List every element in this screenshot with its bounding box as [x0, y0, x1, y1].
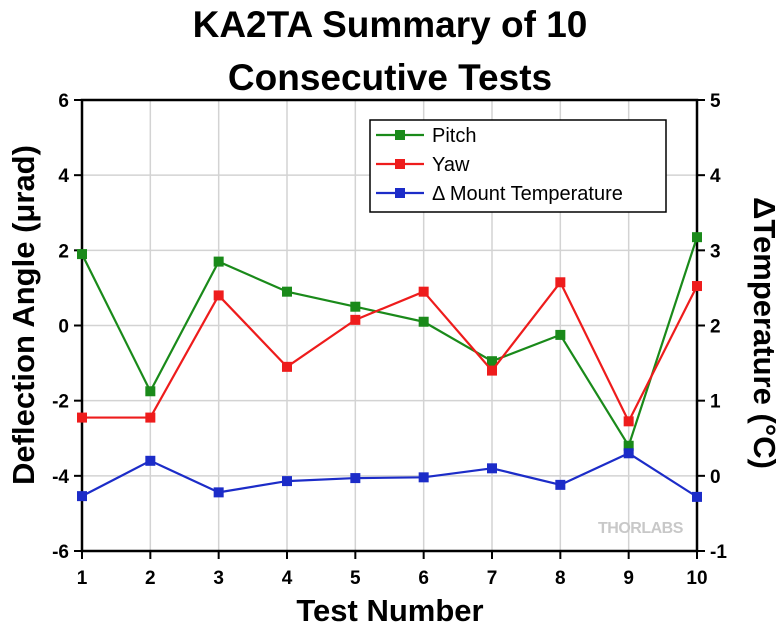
data-point-yaw — [487, 365, 497, 376]
legend-marker — [395, 159, 405, 169]
data-point-yaw — [350, 314, 361, 325]
y2-tick-label: 2 — [710, 317, 721, 338]
x-tick-label: 4 — [282, 568, 293, 589]
data-series — [77, 232, 702, 502]
chart-title: KA2TA Summary of 10 Consecutive Tests — [193, 4, 588, 98]
legend-label: Δ Mount Temperature — [432, 183, 623, 205]
data-point-mount-temperature — [555, 479, 566, 490]
x-tick-label: 7 — [487, 568, 498, 589]
data-point-pitch — [282, 286, 292, 297]
series-line-pitch — [81, 236, 699, 447]
data-point-pitch — [77, 249, 87, 260]
data-point-mount-temperature — [282, 476, 292, 487]
data-point-yaw — [77, 412, 87, 423]
x-tick-label: 8 — [555, 568, 566, 589]
x-axis-label: Test Number — [296, 593, 483, 628]
y-tick-label: -2 — [52, 392, 69, 413]
data-point-yaw — [418, 286, 429, 297]
y2-axis-label: ΔTemperature (°C) — [747, 197, 780, 469]
y2-tick-label: -1 — [710, 542, 727, 563]
legend-entry-pitch: Pitch — [376, 125, 476, 147]
data-point-yaw — [692, 281, 702, 292]
data-point-mount-temperature — [418, 472, 429, 483]
data-point-pitch — [145, 386, 156, 397]
y-tick-label: 4 — [58, 166, 69, 187]
legend-entry-yaw: Yaw — [376, 154, 470, 176]
data-point-mount-temperature — [487, 463, 497, 474]
data-point-yaw — [145, 412, 156, 423]
data-point-mount-temperature — [145, 455, 156, 466]
data-point-yaw — [213, 290, 224, 301]
legend: Pitch Yaw Δ Mount Temperature — [369, 119, 667, 213]
data-point-pitch — [623, 440, 634, 451]
x-tick-label: 2 — [145, 568, 156, 589]
data-point-mount-temperature — [77, 491, 87, 502]
legend-entry-mount-temperature: Δ Mount Temperature — [376, 183, 623, 205]
series-yaw — [77, 277, 702, 427]
data-point-mount-temperature — [350, 473, 361, 484]
x-tick-label: 9 — [623, 568, 634, 589]
legend-label: Yaw — [432, 154, 470, 176]
y-tick-label: 6 — [58, 91, 69, 112]
series-line-yaw — [82, 281, 698, 423]
data-point-pitch — [418, 316, 429, 327]
x-tick-label: 1 — [77, 568, 88, 589]
y2-tick-label: 4 — [710, 166, 721, 187]
y2-tick-label: 1 — [710, 392, 721, 413]
data-point-pitch — [213, 256, 224, 267]
y2-tick-label: 3 — [710, 241, 721, 262]
x-tick-label: 3 — [213, 568, 224, 589]
data-point-yaw — [623, 416, 634, 427]
y-tick-label: -6 — [52, 542, 69, 563]
legend-marker — [395, 130, 405, 140]
x-tick-label: 6 — [418, 568, 429, 589]
data-point-mount-temperature — [692, 491, 702, 502]
data-point-pitch — [555, 329, 566, 340]
data-point-pitch — [350, 301, 361, 312]
y-tick-label: -4 — [52, 467, 69, 488]
data-point-pitch — [487, 356, 497, 367]
series-pitch — [77, 232, 702, 451]
data-point-mount-temperature — [623, 448, 634, 459]
data-point-yaw — [555, 277, 566, 288]
data-point-yaw — [282, 361, 292, 372]
data-point-mount-temperature — [213, 487, 224, 498]
chart-title-line-2: Consecutive Tests — [228, 57, 552, 98]
legend-marker — [395, 188, 405, 198]
x-tick-label: 5 — [350, 568, 361, 589]
series-mount-temperature — [77, 448, 702, 502]
data-point-pitch — [692, 232, 702, 243]
legend-label: Pitch — [432, 125, 476, 147]
y-axis-label: Deflection Angle (μrad) — [6, 145, 41, 485]
y2-tick-label: 5 — [710, 91, 721, 112]
y-tick-label: 2 — [58, 241, 69, 262]
thorlabs-watermark: THORLABS — [598, 520, 684, 537]
y-tick-label: 0 — [58, 317, 69, 338]
y2-tick-label: 0 — [710, 467, 721, 488]
chart-title-line-1: KA2TA Summary of 10 — [193, 4, 588, 45]
x-tick-label: 10 — [686, 568, 707, 589]
series-line-mount-temperature — [81, 452, 698, 498]
